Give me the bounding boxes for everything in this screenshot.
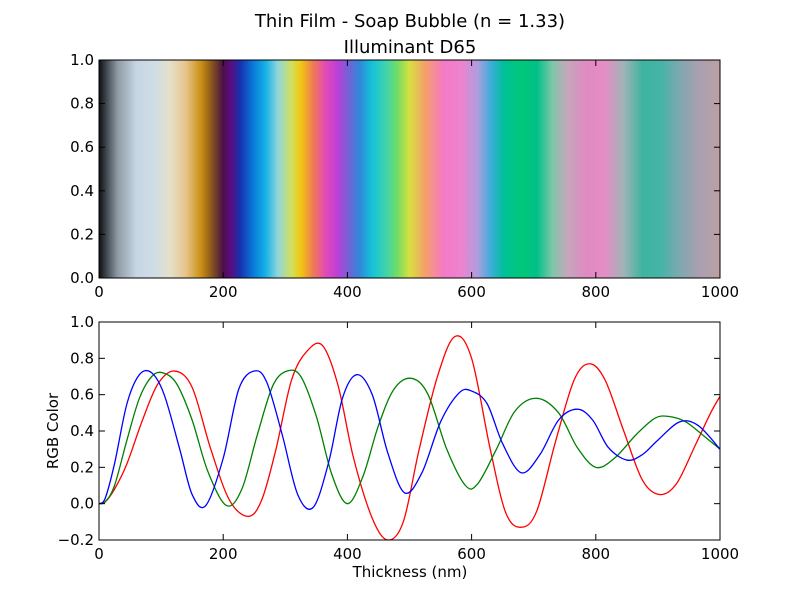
strip-x-tick-label: 600 xyxy=(457,283,486,301)
green-series-line xyxy=(99,369,720,507)
rgb-x-tick-label: 1000 xyxy=(701,545,739,563)
strip-x-tick-label: 200 xyxy=(209,283,238,301)
strip-y-tick-label: 0.0 xyxy=(70,269,94,287)
x-axis-label: Thickness (nm) xyxy=(352,563,468,581)
rgb-y-tick-label: 0.4 xyxy=(70,422,94,440)
strip-x-tick-label: 1000 xyxy=(701,283,739,301)
rgb-y-tick-label: −0.2 xyxy=(58,531,94,549)
rgb-y-tick-label: 1.0 xyxy=(70,313,94,331)
color-strip-frame xyxy=(98,59,721,279)
rgb-plot-frame xyxy=(98,321,721,541)
strip-y-tick-label: 0.2 xyxy=(70,225,94,243)
color-strip-panel: 0 200 400 600 800 1000 0.0 0.2 0.4 0.6 0.8 1.0 xyxy=(70,51,739,301)
rgb-y-tick-label: 0.2 xyxy=(70,458,94,476)
color-strip-image xyxy=(99,60,720,278)
figure-subtitle: Illuminant D65 xyxy=(344,37,477,58)
rgb-y-tick-label: 0.8 xyxy=(70,349,94,367)
rgb-y-tick-label: 0.0 xyxy=(70,495,94,513)
rgb-x-tick-label: 0 xyxy=(94,545,104,563)
strip-x-tick-label: 0 xyxy=(94,283,104,301)
strip-x-tick-label: 800 xyxy=(581,283,610,301)
rgb-x-tick-label: 200 xyxy=(209,545,238,563)
strip-y-tick-label: 1.0 xyxy=(70,51,94,69)
strip-x-tick-label: 400 xyxy=(333,283,362,301)
rgb-x-tick-label: 800 xyxy=(581,545,610,563)
strip-y-tick-label: 0.6 xyxy=(70,138,94,156)
rgb-x-tick-label: 400 xyxy=(333,545,362,563)
rgb-plot-panel: 0 200 400 600 800 1000−0.20.00.20.40.60.81.0 … xyxy=(44,313,739,581)
blue-series-line xyxy=(99,369,720,510)
rgb-plot-ticks: 0 200 400 600 800 1000 −0.2 0.0 0.2 0.4 0.6 0.8 1.0 xyxy=(58,313,740,563)
rgb-x-tick-label: 600 xyxy=(457,545,486,563)
color-strip-ticks: 0 200 400 600 800 1000 0.0 0.2 0.4 0.6 0.8 1.0 xyxy=(70,51,739,301)
red-series-line xyxy=(99,335,720,540)
rgb-y-tick-label: 0.6 xyxy=(70,386,94,404)
y-axis-label: RGB Color xyxy=(44,392,62,469)
strip-y-tick-label: 0.4 xyxy=(70,182,94,200)
strip-y-tick-label: 0.8 xyxy=(70,95,94,113)
figure-title: Thin Film - Soap Bubble (n = 1.33) xyxy=(254,11,565,32)
rgb-series-group xyxy=(99,335,720,540)
